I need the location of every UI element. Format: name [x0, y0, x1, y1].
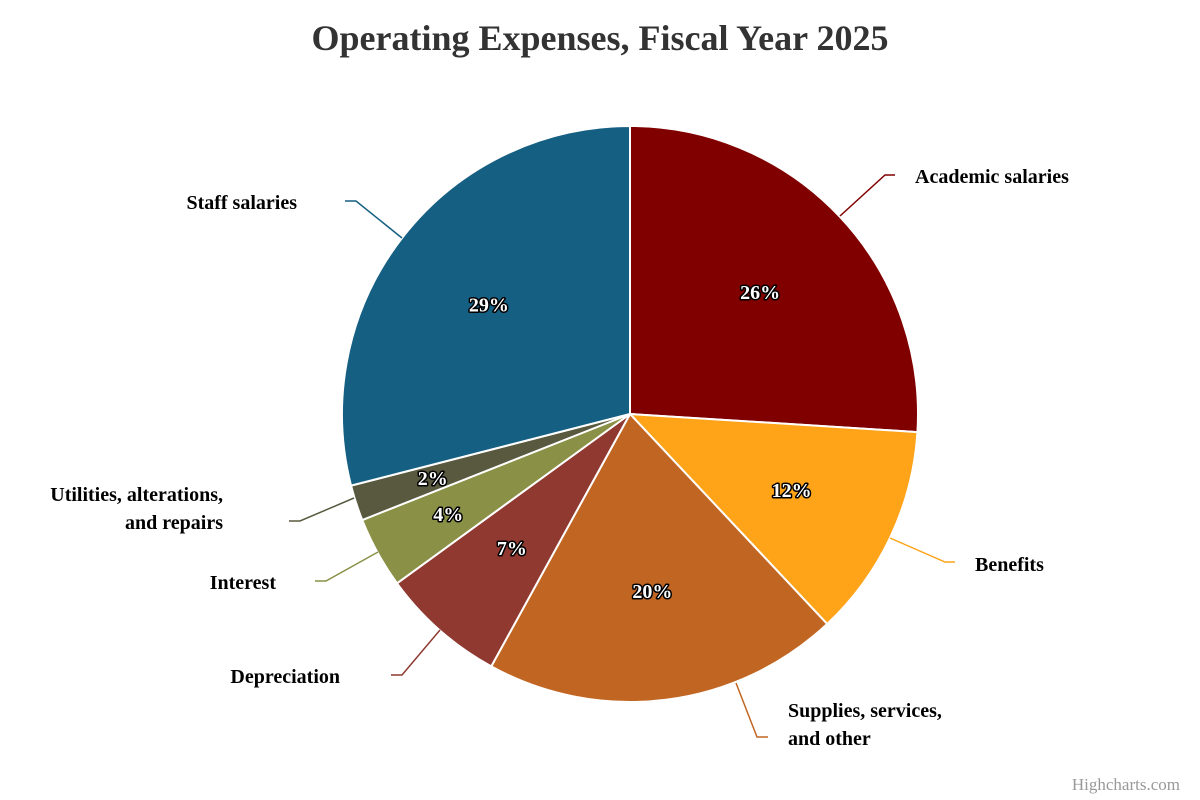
category-label-benefits: Benefits [975, 554, 1044, 576]
category-labels: Academic salaries Benefits Supplies, servi… [50, 166, 1069, 750]
category-label-depreciation: Depreciation [230, 666, 340, 688]
label-connectors [289, 174, 955, 738]
pct-label-academic-salaries: 26% [740, 282, 780, 304]
connector-depreciation [391, 629, 441, 676]
connector-utilities-alterations-and-repairs [289, 497, 355, 522]
slice-benefits[interactable] [629, 413, 919, 625]
highcharts-credit[interactable]: Highcharts.com [1072, 775, 1180, 794]
pct-label-depreciation: 7% [497, 538, 527, 560]
pct-label-supplies-services-and-other: 20% [632, 581, 672, 603]
category-label-utilities-alterations-and-repairs: Utilities, alterations, and repairs [50, 484, 223, 534]
category-label-staff-salaries: Staff salaries [186, 192, 297, 214]
pie-slices [341, 125, 919, 703]
connector-academic-salaries [839, 174, 895, 217]
connector-supplies-services-and-other [735, 682, 768, 738]
percentage-labels: 26% 12% 20% 7% 4% 2% 29% [416, 280, 813, 604]
category-label-interest: Interest [210, 572, 277, 594]
slice-academic-salaries[interactable] [629, 125, 919, 434]
pct-label-staff-salaries: 29% [469, 295, 509, 317]
connector-benefits [889, 537, 955, 563]
slice-supplies-services-and-other[interactable] [490, 413, 829, 703]
pct-label-utilities-alterations-and-repairs: 2% [418, 468, 448, 490]
connector-interest [315, 551, 379, 582]
chart-title: Operating Expenses, Fiscal Year 2025 [312, 18, 889, 58]
category-label-supplies-services-and-other: Supplies, services, and other [788, 700, 942, 750]
connector-staff-salaries [345, 200, 403, 239]
slice-staff-salaries[interactable] [341, 125, 631, 487]
pct-label-interest: 4% [433, 504, 463, 526]
pct-label-benefits: 12% [772, 480, 812, 502]
category-label-academic-salaries: Academic salaries [915, 166, 1069, 188]
